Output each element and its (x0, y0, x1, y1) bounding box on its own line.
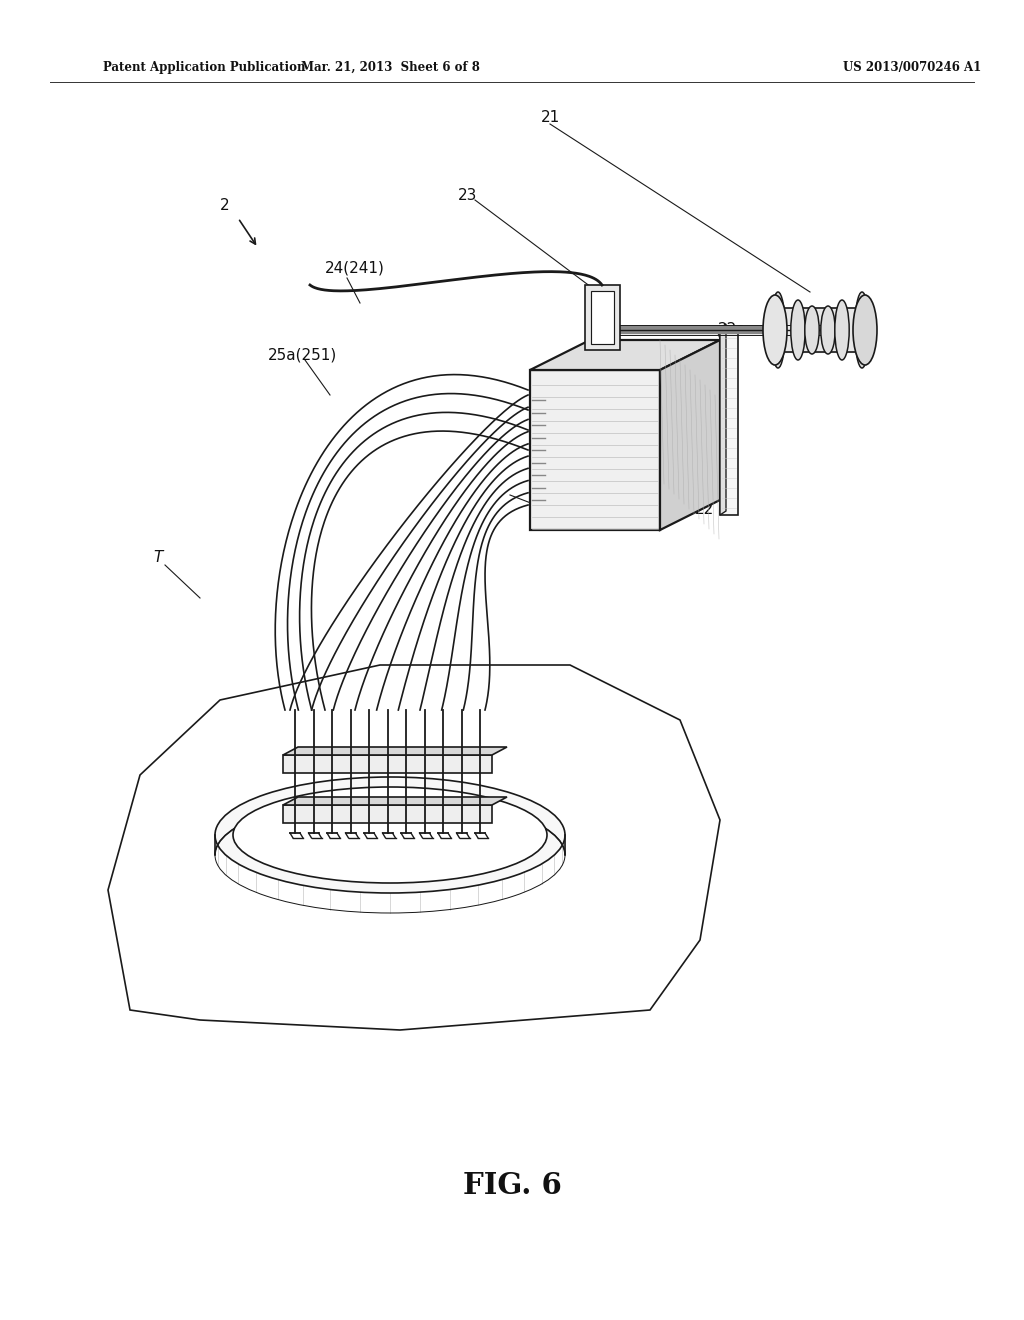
Polygon shape (720, 327, 738, 515)
Ellipse shape (215, 777, 565, 894)
Polygon shape (283, 797, 507, 805)
Text: T: T (154, 550, 163, 565)
Text: 22: 22 (695, 503, 715, 517)
Ellipse shape (853, 294, 877, 366)
Polygon shape (591, 290, 614, 345)
Text: US 2013/0070246 A1: US 2013/0070246 A1 (843, 61, 981, 74)
Text: 25a(251): 25a(251) (268, 347, 337, 363)
Ellipse shape (855, 292, 869, 368)
Text: Mar. 21, 2013  Sheet 6 of 8: Mar. 21, 2013 Sheet 6 of 8 (301, 61, 479, 74)
Ellipse shape (805, 306, 819, 354)
Text: 21: 21 (541, 111, 560, 125)
Ellipse shape (771, 292, 785, 368)
Text: 24(241): 24(241) (325, 260, 385, 276)
Ellipse shape (791, 300, 805, 360)
Polygon shape (530, 370, 660, 531)
Polygon shape (283, 805, 492, 822)
Ellipse shape (233, 787, 547, 883)
Text: 22a: 22a (718, 322, 746, 338)
Text: Patent Application Publication: Patent Application Publication (103, 61, 305, 74)
Text: 23: 23 (459, 187, 477, 202)
Text: FIG. 6: FIG. 6 (463, 1171, 561, 1200)
Polygon shape (283, 755, 492, 774)
Text: 25(251): 25(251) (555, 511, 614, 525)
Ellipse shape (763, 294, 787, 366)
Text: 2: 2 (220, 198, 229, 213)
Polygon shape (585, 285, 620, 350)
Polygon shape (283, 747, 507, 755)
Polygon shape (660, 341, 720, 531)
Polygon shape (720, 323, 726, 515)
Ellipse shape (821, 306, 836, 354)
Ellipse shape (835, 300, 849, 360)
Polygon shape (530, 341, 720, 370)
